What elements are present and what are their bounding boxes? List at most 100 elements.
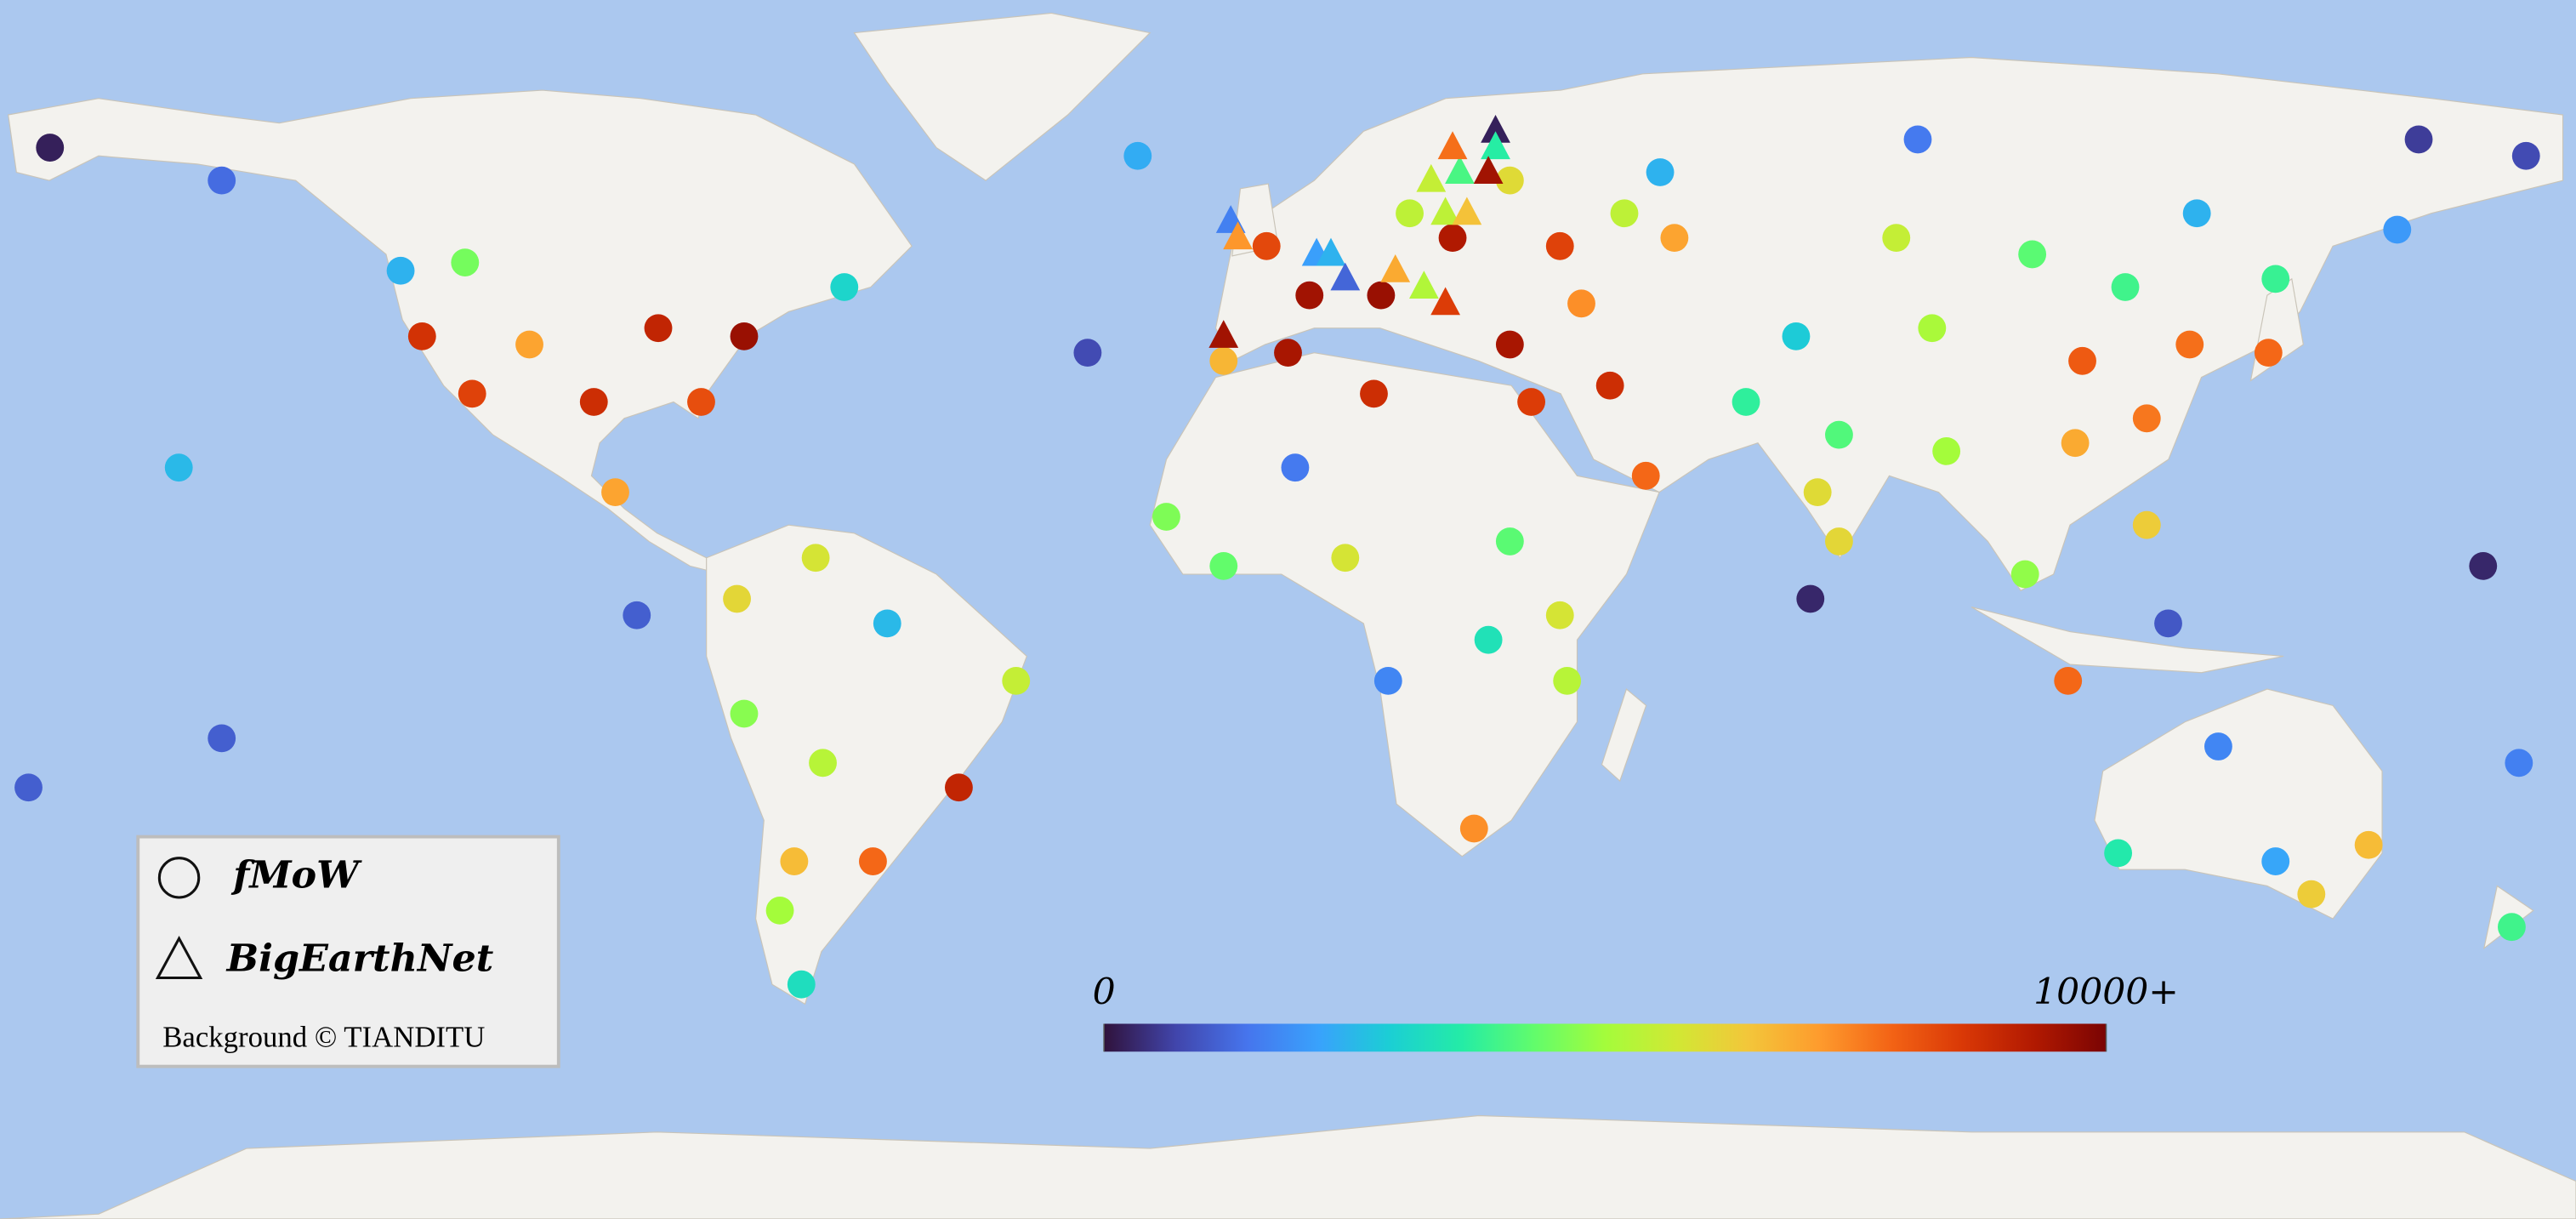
circle-marker [2010,560,2039,589]
circle-marker [14,773,43,802]
circle-marker [945,773,973,802]
circle-marker [1882,224,1911,253]
circle-marker [2104,839,2133,868]
circle-marker [623,601,651,629]
legend: fMoW BigEarthNet Background © TIANDITU [136,835,560,1068]
circle-marker [787,970,816,999]
circle-marker [1002,667,1031,695]
circle-marker [723,584,751,613]
circle-marker [2132,404,2161,433]
triangle-marker [1316,237,1346,266]
circle-marker [1252,231,1281,260]
circle-marker [801,544,830,572]
circle-marker [2498,913,2526,942]
circle-marker [2383,215,2412,244]
circle-marker [1903,125,1932,154]
circle-marker [780,847,809,875]
triangle-marker [1430,197,1461,225]
attribution: Background © TIANDITU [162,1021,485,1054]
circle-marker [1281,453,1310,482]
circle-marker [208,166,236,195]
circle-marker [1595,371,1624,400]
circle-marker [458,379,486,408]
circle-marker [1495,527,1524,555]
circle-marker [2018,240,2047,269]
circle-marker [1825,527,1853,555]
circle-marker [1295,281,1324,310]
circle-marker [809,749,837,778]
colorbar: 0 10000+ [1093,971,2179,1052]
circle-marker [1646,158,1675,186]
triangle-marker [1430,287,1461,316]
circle-marker [2297,880,2326,909]
circle-marker [2061,429,2090,458]
circle-marker [1474,625,1503,654]
circle-marker [2132,510,2161,539]
circle-marker [1495,330,1524,359]
circle-marker [2154,609,2182,638]
circle-marker [2068,346,2096,375]
colorbar-tick-label: 10000+ [2033,971,2179,1013]
circle-marker [2054,667,2083,695]
circle-marker [515,330,543,359]
circle-marker [830,273,859,301]
triangle-marker [1330,262,1361,291]
circle-marker [1495,166,1524,195]
circle-marker [208,724,236,753]
triangle-marker [1473,156,1504,185]
circle-marker [1517,388,1546,416]
circle-marker [2261,847,2290,875]
triangle-marker [1416,163,1447,192]
circle-marker [601,478,629,506]
legend-triangle [155,935,203,980]
circle-marker [407,322,436,350]
circle-marker [2404,125,2433,154]
circle-marker [1373,667,1402,695]
circle-marker [1073,339,1102,367]
circle-marker [859,847,887,875]
circle-marker [164,453,193,482]
circle-marker [1209,346,1238,375]
circle-marker [2354,830,2383,859]
circle-marker [2469,551,2498,580]
circle-marker [1610,199,1639,228]
circle-marker [873,609,901,638]
triangle-marker [1481,131,1510,160]
circle-marker [1360,379,1388,408]
circle-marker [1782,322,1811,350]
circle-marker [1631,461,1660,490]
triangle-marker [1481,115,1510,143]
circle-marker [1331,544,1360,572]
circle-marker [1567,289,1595,318]
circle-marker [1123,141,1152,170]
triangle-marker [1380,253,1411,282]
circle-marker [687,388,715,416]
circle-marker [2261,265,2290,293]
triangle-marker [1437,131,1468,160]
circle-marker [730,322,759,350]
circle-marker [1459,814,1488,843]
circle-marker [1152,503,1180,531]
circle-marker [1732,388,1760,416]
circle-marker [2182,199,2211,228]
triangle-marker [1223,221,1253,250]
circle-marker [2511,141,2540,170]
circle-marker [2111,273,2140,301]
circle-marker [644,314,673,343]
circle-marker [579,388,608,416]
circle-marker [1825,420,1853,449]
circle-marker [1274,339,1302,367]
circle-marker [2204,732,2232,760]
colorbar-tick-label: 0 [1093,971,1116,1013]
circle-marker [1367,281,1396,310]
circle-marker [2254,339,2283,367]
circle-marker [451,248,480,276]
circle-marker [1545,231,1574,260]
circle-marker [1918,314,1947,343]
legend-circle [157,857,201,899]
triangle-marker [1408,271,1439,299]
circle-marker [2505,749,2533,778]
legend-label: fMoW [230,852,362,897]
